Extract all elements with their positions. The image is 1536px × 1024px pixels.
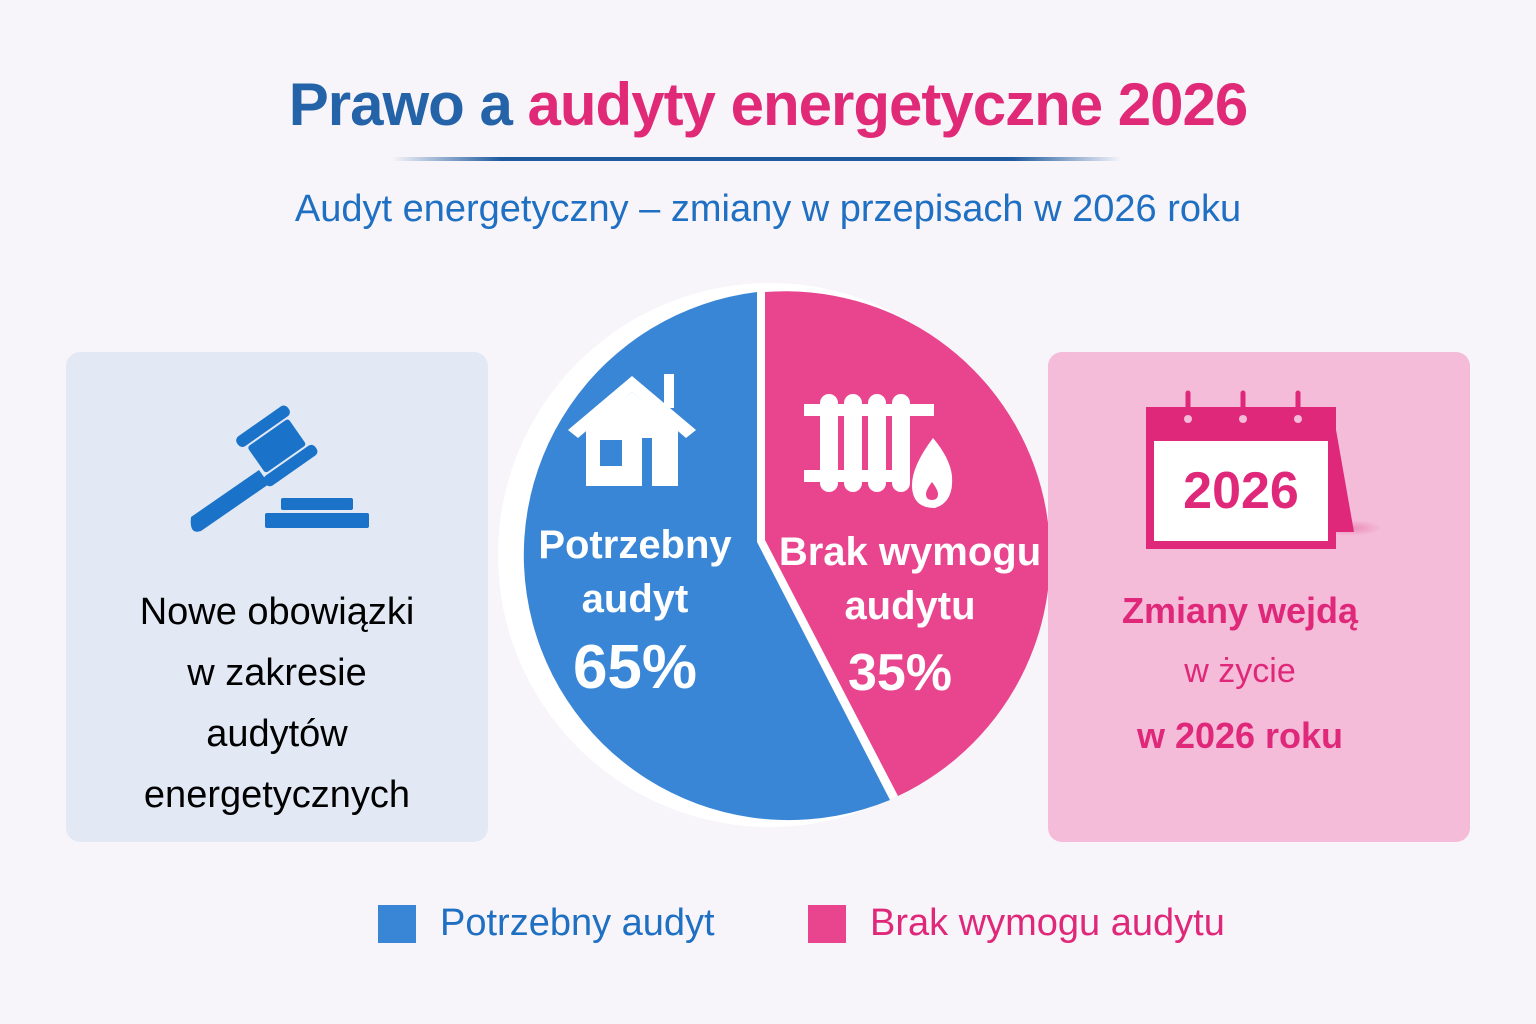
legend-item-potrzebny: Potrzebny audyt xyxy=(378,902,715,945)
right-card-line: Zmiany wejdą xyxy=(1121,590,1359,631)
title-part-1: Prawo a xyxy=(288,71,513,138)
right-card-line: w życie xyxy=(1184,652,1296,690)
page-subtitle: Audyt energetyczny – zmiany w przepisach… xyxy=(294,188,1242,230)
calendar-icon: 2026 xyxy=(1146,390,1380,549)
house-icon xyxy=(568,374,696,486)
left-card-line: w zakresie xyxy=(187,652,367,694)
legend-swatch-blue xyxy=(378,904,416,943)
pie-chart-graphic xyxy=(498,283,1051,827)
pie-label-potrzebny: Potrzebny audyt 65% xyxy=(510,518,760,710)
gavel-icon xyxy=(190,405,369,532)
pie-label-brak: Brak wymogu audytu 35% xyxy=(770,525,1050,713)
calendar-year: 2026 xyxy=(1183,462,1299,520)
left-card-line: audytów xyxy=(206,713,348,755)
legend-label: Brak wymogu audytu xyxy=(870,902,1225,944)
pie-label-line: audytu xyxy=(844,584,976,628)
right-card-text: Zmiany wejdą w życie w 2026 roku xyxy=(1040,582,1440,770)
title-underline xyxy=(392,157,1122,161)
pie-label-line: Brak wymogu xyxy=(778,530,1042,574)
pie-value: 35% xyxy=(847,644,953,702)
left-card-line: Nowe obowiązki xyxy=(139,591,415,633)
left-card-line: energetycznych xyxy=(143,774,411,816)
pie-chart: Potrzebny audyt 65% Brak wymogu audytu 3… xyxy=(480,280,1060,830)
pie-value: 65% xyxy=(572,633,698,702)
legend-label: Potrzebny audyt xyxy=(440,902,715,944)
radiator-flame-icon xyxy=(804,394,953,508)
legend-item-brak: Brak wymogu audytu xyxy=(808,902,1225,945)
pie-label-line: audyt xyxy=(581,577,689,621)
title-part-2: audyty energetyczne 2026 xyxy=(527,71,1249,138)
pie-label-line: Potrzebny xyxy=(538,523,732,567)
left-card-text: Nowe obowiązki w zakresie audytów energe… xyxy=(66,582,488,826)
chart-legend: Potrzebny audyt Brak wymogu audytu xyxy=(0,900,1536,950)
right-card-line: w 2026 roku xyxy=(1136,715,1344,756)
page-title: Prawo a audyty energetyczne 2026 xyxy=(0,70,1536,139)
legend-swatch-pink xyxy=(808,904,846,943)
